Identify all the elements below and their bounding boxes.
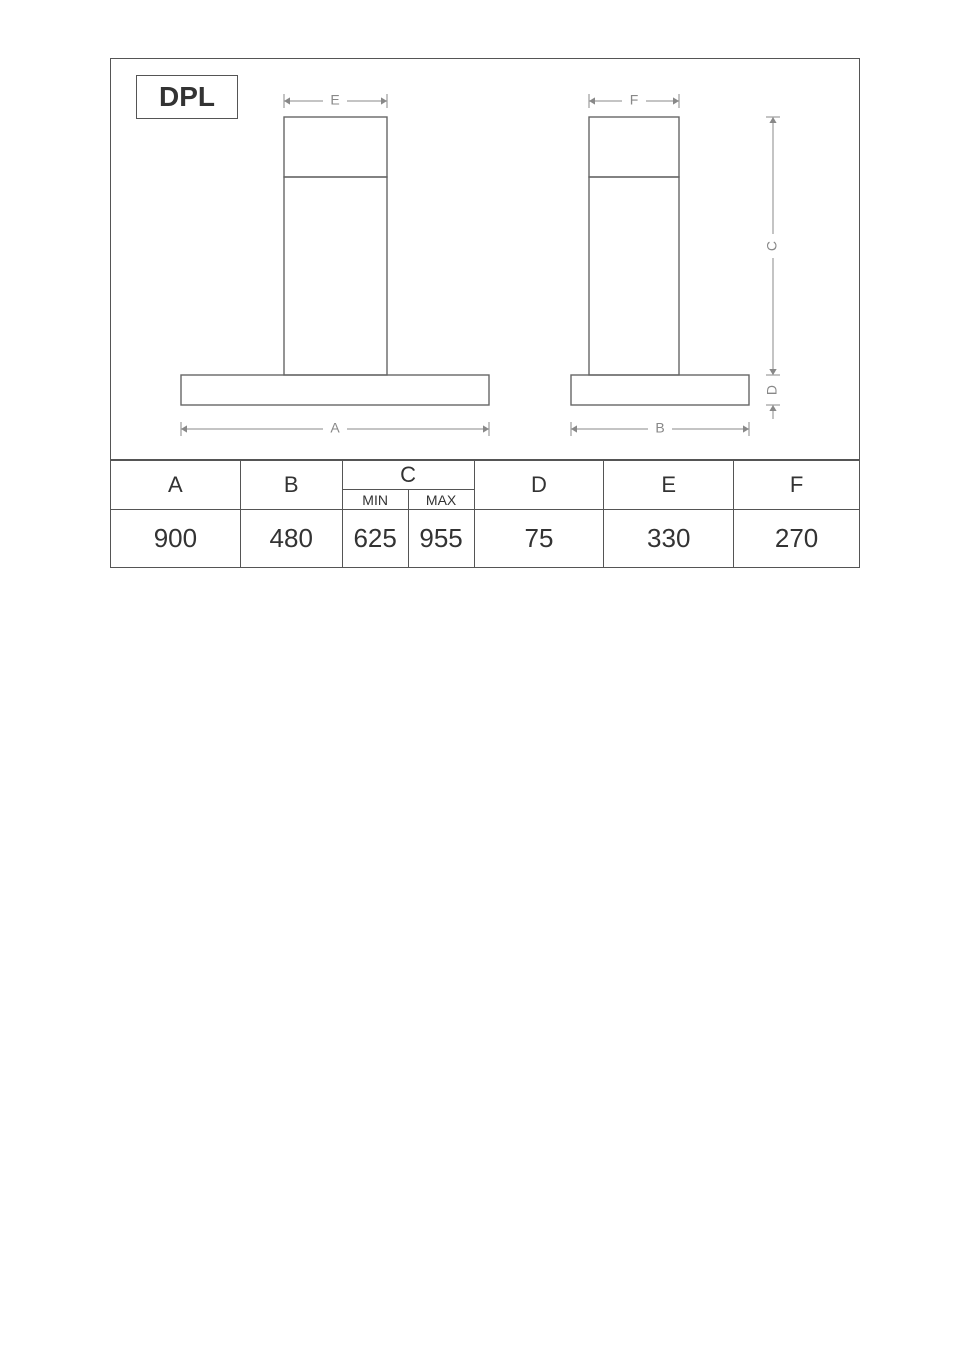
val-A: 900 [111,510,241,568]
diagram-frame: DPL EAFBCD [110,58,860,460]
dimensions-table: A B C D E F MIN MAX 900 480 625 955 75 3… [110,460,860,568]
svg-text:F: F [630,92,639,108]
col-B-header: B [240,461,342,510]
val-Cmin: 625 [342,510,408,568]
page: DPL EAFBCD A B C D E F MIN MAX 900 480 6… [0,0,954,1354]
col-C-min-header: MIN [342,490,408,510]
col-E-header: E [604,461,734,510]
diagram-svg: E A F B C D [111,59,861,461]
svg-text:B: B [655,420,664,436]
svg-text:A: A [330,420,340,436]
val-F: 270 [734,510,860,568]
col-F-header: F [734,461,860,510]
col-D-header: D [474,461,604,510]
table-value-row: 900 480 625 955 75 330 270 [111,510,860,568]
col-C-max-header: MAX [408,490,474,510]
svg-text:D: D [764,385,780,395]
svg-text:E: E [330,92,339,108]
table-header-row: A B C D E F [111,461,860,490]
val-D: 75 [474,510,604,568]
svg-text:C: C [764,241,780,251]
val-B: 480 [240,510,342,568]
col-C-header: C [342,461,474,490]
val-Cmax: 955 [408,510,474,568]
col-A-header: A [111,461,241,510]
val-E: 330 [604,510,734,568]
